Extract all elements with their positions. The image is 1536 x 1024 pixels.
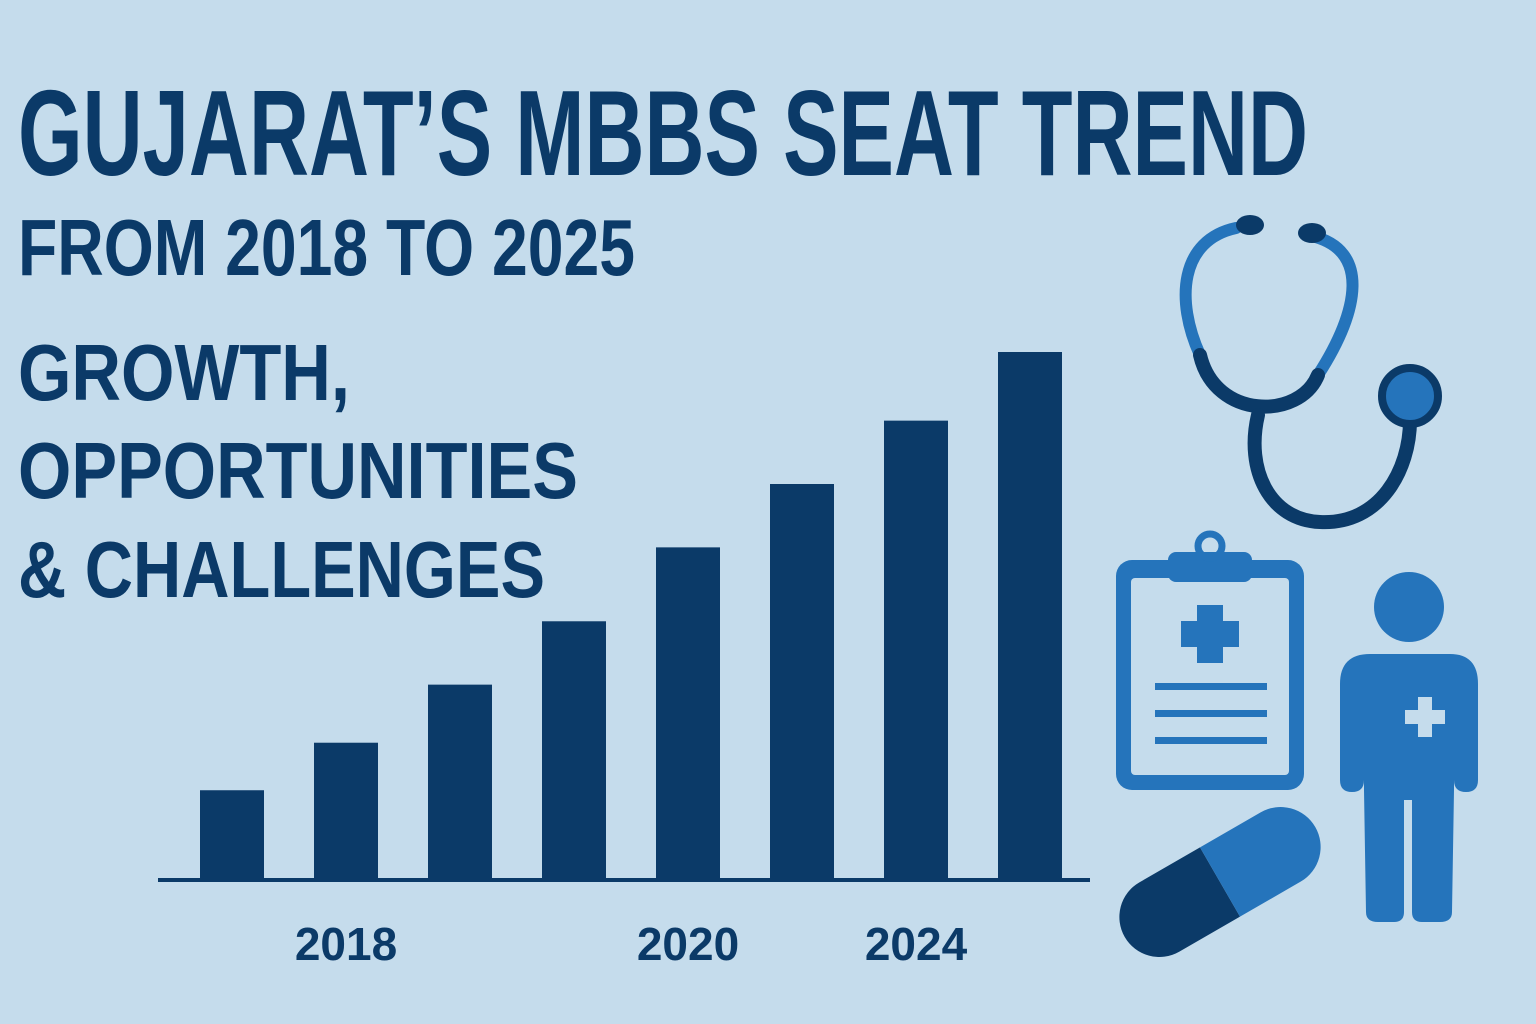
bar — [200, 790, 264, 880]
x-tick-label: 2020 — [637, 918, 739, 970]
chart-title: GUJARAT’S MBBS SEAT TREND — [18, 65, 1308, 201]
bar — [428, 684, 492, 880]
bar — [314, 742, 378, 880]
x-tick-label: 2024 — [865, 918, 968, 970]
plot-area: 2018 2020 2024 — [158, 352, 1090, 970]
chart-subtitle: FROM 2018 TO 2025 — [18, 203, 635, 292]
bar — [656, 547, 720, 880]
annotation: GROWTH, — [18, 328, 350, 417]
annotation: & CHALLENGES — [18, 525, 545, 614]
doctor-icon — [1340, 572, 1478, 922]
annotation: OPPORTUNITIES — [18, 426, 578, 515]
bar — [770, 484, 834, 880]
clipboard-icon — [1116, 530, 1304, 790]
bar — [998, 352, 1062, 880]
x-tick-label: 2018 — [295, 918, 397, 970]
bar — [542, 621, 606, 880]
x-axis-line — [158, 878, 1090, 882]
stethoscope-icon — [1179, 215, 1442, 530]
bar — [884, 420, 948, 880]
pill-icon — [1119, 807, 1321, 958]
